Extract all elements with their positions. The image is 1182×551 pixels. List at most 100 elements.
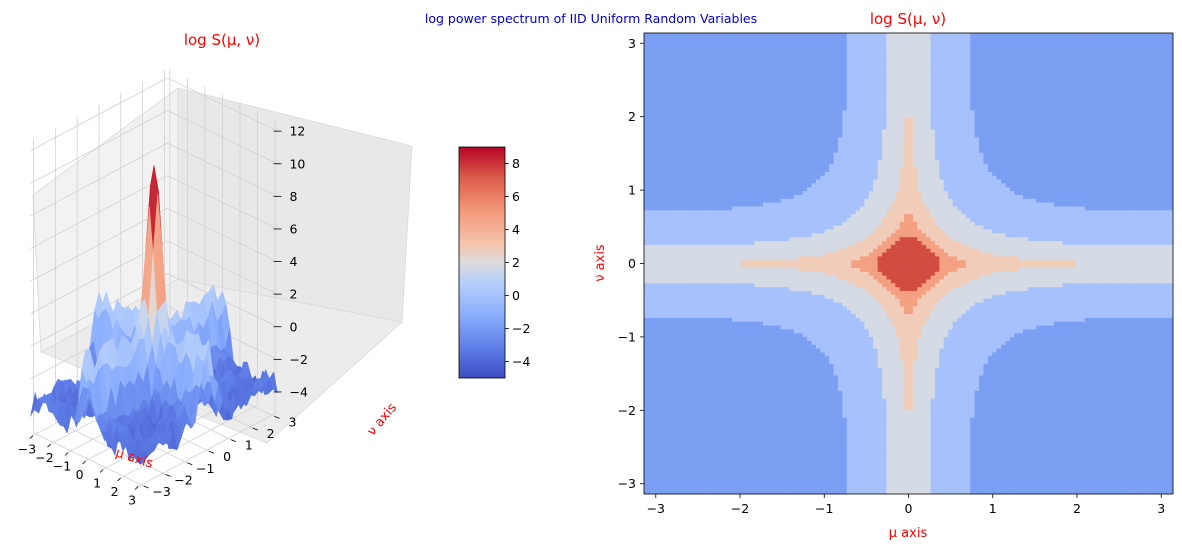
contour-cell [696, 44, 702, 49]
contour-cell [661, 155, 667, 161]
contour-cell [670, 67, 676, 73]
contour-cell [666, 317, 672, 322]
contour-cell [785, 455, 791, 461]
contour-cell [754, 202, 760, 207]
contour-cell [740, 182, 746, 188]
contour-cell [710, 378, 716, 384]
contour-cell [789, 482, 795, 487]
contour-cell [785, 336, 791, 341]
colorbar-tick-label: 4 [512, 222, 520, 237]
contour-cell [679, 182, 685, 188]
contour-cell [666, 386, 672, 391]
contour-cell [652, 259, 658, 265]
contour-cell [701, 194, 707, 199]
contour-cell [714, 455, 720, 461]
contour-cell [727, 317, 733, 322]
contour-cell [666, 470, 672, 476]
contour-cell [674, 317, 680, 322]
contour-cell [683, 217, 689, 222]
contour-cell [657, 205, 663, 211]
contour-cell [723, 451, 729, 457]
contour-cell [648, 221, 654, 226]
contour-cell [644, 178, 650, 184]
contour-cell [670, 240, 676, 245]
contour-cell [670, 175, 676, 180]
contour-cell [705, 59, 711, 65]
contour-cell [771, 202, 777, 207]
contour-cell [683, 194, 689, 199]
contour-cell [727, 348, 733, 353]
contour-cell [670, 90, 676, 96]
contour-cell [718, 105, 724, 111]
contour-cell [657, 98, 663, 103]
contour-cell [745, 463, 751, 468]
contour-cell [745, 436, 751, 441]
contour-cell [648, 271, 654, 276]
contour-cell [771, 132, 777, 138]
contour-cell [670, 486, 676, 491]
contour-cell [732, 113, 738, 119]
contour-cell [776, 467, 782, 472]
contour-cell [657, 478, 663, 484]
contour-cell [692, 405, 698, 411]
contour-cell [767, 282, 773, 288]
contour-cell [754, 298, 760, 303]
contour-cell [661, 424, 667, 430]
contour-cell [701, 344, 707, 349]
contour-cell [727, 148, 733, 153]
contour-cell [714, 351, 720, 357]
contour-cell [652, 267, 658, 272]
contour-cell [701, 186, 707, 192]
contour-cell [763, 40, 769, 46]
contour-cell [692, 71, 698, 76]
contour-cell [785, 259, 791, 265]
contour-cell [644, 298, 650, 303]
contour-cell [670, 109, 676, 115]
contour-cell [758, 374, 764, 380]
contour-cell [701, 371, 707, 376]
contour-cell [723, 428, 729, 434]
surface3d-z-tick-label: 12 [289, 124, 305, 139]
contour-cell [710, 186, 716, 192]
contour-cell [710, 148, 716, 153]
contour-cell [723, 444, 729, 449]
contour-cell [727, 202, 733, 207]
contour-cell [754, 321, 760, 326]
contour-cell [657, 90, 663, 96]
contour-cell [763, 129, 769, 134]
contour-cell [710, 474, 716, 480]
contour-cell [648, 86, 654, 92]
contour-cell [705, 86, 711, 92]
contour-cell [679, 71, 685, 76]
contour-cell [776, 490, 782, 494]
contour-cell [652, 467, 658, 472]
contour-cell [688, 190, 694, 195]
contour-cell [776, 424, 782, 430]
contour-cell [771, 413, 777, 418]
contour-cell [679, 432, 685, 437]
contour-cell [652, 440, 658, 445]
contour-cell [661, 278, 667, 284]
contour-cell [696, 313, 702, 318]
contour-cell [692, 205, 698, 211]
contour-cell [754, 59, 760, 65]
contour-cell [754, 152, 760, 157]
contour-cell [740, 90, 746, 96]
contour-cell [758, 86, 764, 92]
contour-cell [745, 79, 751, 84]
contour-cell [683, 228, 689, 234]
contour-cell [714, 336, 720, 341]
contour-cell [657, 432, 663, 437]
contour-cell [776, 340, 782, 345]
contour-cell [714, 175, 720, 180]
contour-cell [727, 178, 733, 184]
contour-cell [767, 136, 773, 142]
contour-cell [723, 394, 729, 399]
grid-line [30, 142, 278, 217]
contour-cell [749, 271, 755, 276]
contour-cell [679, 421, 685, 426]
contour-cell [657, 248, 663, 253]
contour-cell [701, 351, 707, 357]
contour-cell [679, 478, 685, 484]
